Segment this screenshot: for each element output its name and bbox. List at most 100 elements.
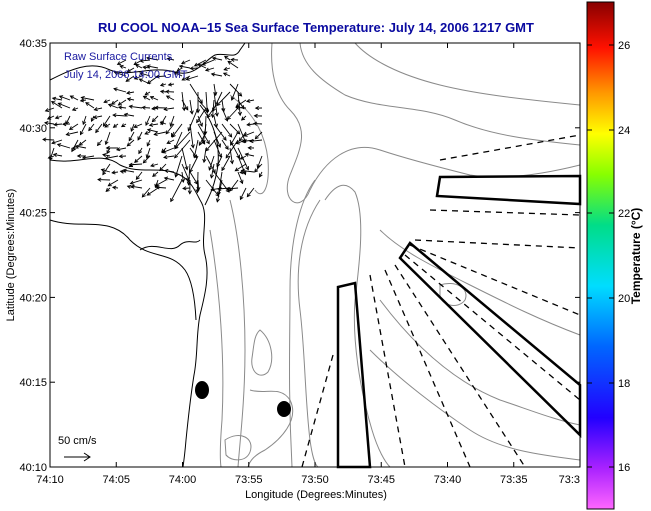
current-vector bbox=[181, 59, 191, 64]
current-vector bbox=[47, 115, 55, 120]
current-vector-head bbox=[163, 176, 169, 181]
colorbar-tick-label: 16 bbox=[618, 462, 630, 474]
current-vector bbox=[243, 131, 255, 137]
current-vector-head bbox=[85, 102, 90, 106]
current-vector-head bbox=[112, 123, 118, 128]
current-vector-head bbox=[69, 95, 74, 100]
current-vector bbox=[237, 91, 241, 116]
current-vector-head bbox=[50, 101, 56, 105]
current-vector-head bbox=[165, 89, 170, 94]
current-vector bbox=[246, 187, 255, 197]
current-vector-head bbox=[217, 186, 222, 191]
current-vector-head bbox=[254, 106, 260, 111]
current-vector bbox=[131, 185, 143, 189]
current-vector bbox=[116, 147, 127, 151]
current-vector-head bbox=[155, 74, 160, 79]
current-vector-head bbox=[115, 147, 121, 152]
current-vector-head bbox=[134, 158, 139, 163]
current-vector-head bbox=[113, 71, 119, 76]
current-vector-head bbox=[138, 78, 143, 83]
current-vector-head bbox=[74, 144, 80, 149]
current-vector-head bbox=[245, 98, 251, 103]
current-vector bbox=[207, 107, 215, 118]
current-vector-head bbox=[239, 195, 244, 201]
current-vector bbox=[95, 123, 103, 133]
current-vector-head bbox=[133, 124, 138, 129]
current-vector bbox=[146, 139, 151, 147]
current-vector bbox=[58, 102, 71, 109]
current-vector-head bbox=[135, 64, 140, 68]
current-vector bbox=[197, 123, 210, 144]
x-tick-label: 74:00 bbox=[169, 474, 197, 486]
current-vector bbox=[189, 83, 203, 104]
current-vector bbox=[101, 169, 111, 173]
current-vector bbox=[246, 99, 255, 102]
current-vector-head bbox=[206, 140, 210, 145]
current-vector-head bbox=[170, 197, 174, 203]
current-vector-head bbox=[128, 104, 133, 109]
current-vector bbox=[162, 147, 175, 154]
current-vector bbox=[213, 123, 227, 141]
current-vector bbox=[166, 139, 175, 144]
current-vector-head bbox=[225, 154, 230, 159]
current-vector bbox=[197, 99, 209, 112]
current-vector bbox=[212, 57, 223, 61]
current-vector bbox=[141, 187, 151, 198]
current-vector bbox=[44, 122, 55, 125]
current-vector bbox=[105, 131, 111, 145]
current-vector bbox=[208, 155, 215, 171]
current-vector bbox=[181, 75, 191, 81]
current-vector-head bbox=[142, 159, 147, 164]
current-vector-head bbox=[210, 72, 216, 77]
current-vector-head bbox=[224, 55, 229, 60]
current-vector-head bbox=[240, 168, 245, 173]
current-vector bbox=[237, 171, 243, 184]
current-vector-head bbox=[93, 107, 98, 112]
current-vector bbox=[229, 147, 233, 164]
x-tick-label: 74:05 bbox=[102, 474, 130, 486]
current-vector bbox=[137, 131, 143, 141]
radial-line bbox=[429, 209, 581, 216]
current-vector-head bbox=[51, 96, 57, 101]
overlay-time-label: July 14, 2006 14:00 GMT bbox=[64, 69, 188, 81]
current-vector-head bbox=[153, 131, 158, 136]
x-tick-label: 73:35 bbox=[500, 474, 528, 486]
current-vector-head bbox=[126, 142, 131, 147]
current-vector-head bbox=[146, 56, 151, 61]
radar-radials bbox=[301, 134, 581, 468]
current-vector bbox=[138, 147, 143, 154]
x-tick-label: 74:10 bbox=[36, 474, 64, 486]
current-vector-head bbox=[126, 184, 132, 189]
colorbar-label: Temperature (°C) bbox=[629, 208, 643, 305]
current-vector bbox=[163, 155, 175, 158]
current-vector-head bbox=[199, 122, 203, 127]
current-vector bbox=[117, 59, 127, 65]
current-vector-head bbox=[166, 140, 171, 144]
current-vector bbox=[139, 78, 151, 85]
colorbar-tick-label: 18 bbox=[618, 378, 630, 390]
current-vector bbox=[190, 67, 199, 70]
current-vector bbox=[165, 123, 175, 135]
current-vector-head bbox=[120, 123, 126, 128]
current-vector bbox=[198, 131, 207, 146]
current-vector-head bbox=[208, 166, 213, 171]
current-vector bbox=[186, 75, 199, 80]
bathymetry-contour bbox=[209, 229, 224, 468]
current-vector bbox=[205, 131, 223, 152]
current-vector bbox=[224, 67, 231, 71]
current-vector bbox=[174, 71, 183, 77]
current-vector bbox=[142, 107, 151, 109]
current-vector-head bbox=[126, 97, 132, 102]
bathymetry-contour bbox=[229, 94, 269, 195]
current-vector bbox=[237, 99, 245, 110]
current-vector-head bbox=[146, 64, 151, 69]
current-vector bbox=[245, 153, 255, 157]
current-vector-head bbox=[223, 66, 228, 71]
current-vector-head bbox=[170, 132, 175, 138]
radial-line bbox=[414, 239, 581, 249]
current-vector-head bbox=[256, 164, 261, 169]
current-vector bbox=[135, 64, 143, 69]
current-vector bbox=[241, 115, 247, 121]
radial-line bbox=[394, 264, 526, 468]
current-vector bbox=[113, 88, 127, 93]
